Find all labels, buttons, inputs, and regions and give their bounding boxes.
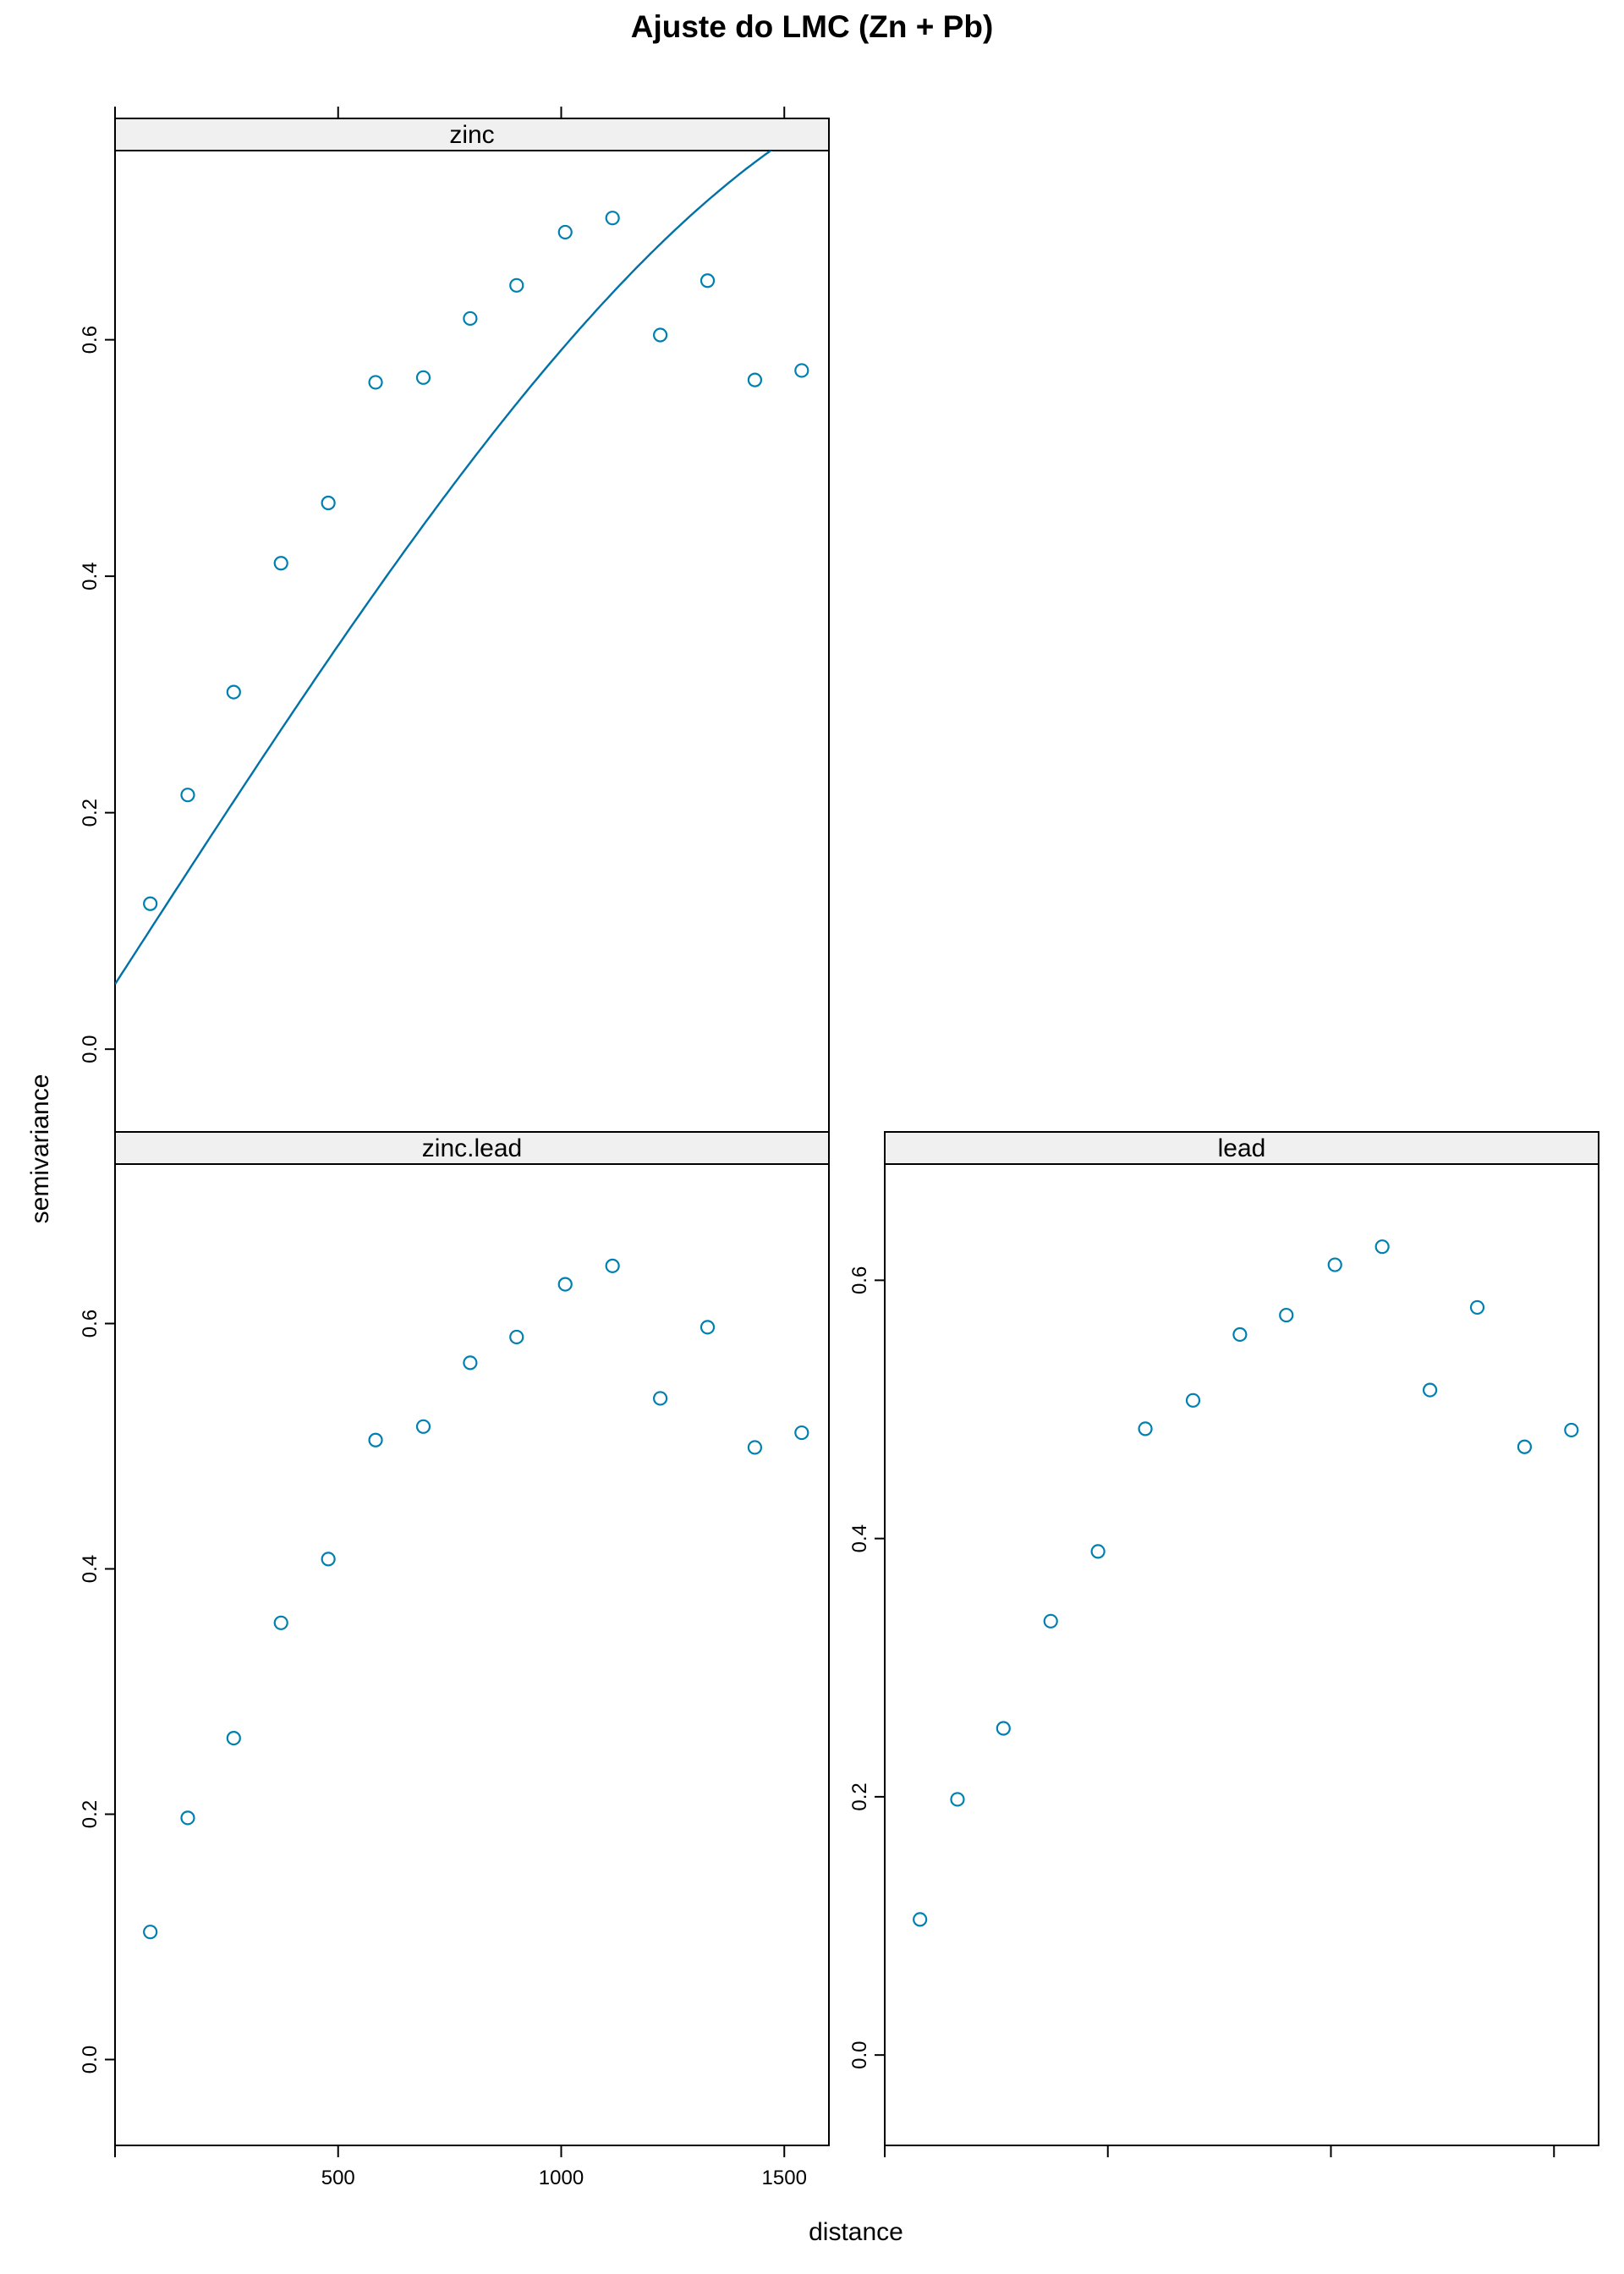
data-point [747, 372, 763, 387]
data-point [794, 1425, 809, 1441]
data-point [747, 1440, 763, 1455]
data-point [415, 1419, 431, 1434]
data-point [143, 1925, 158, 1940]
data-point [180, 788, 195, 803]
data-point [368, 375, 383, 390]
data-point [463, 1355, 478, 1370]
data-point [1423, 1382, 1438, 1398]
data-point [557, 224, 573, 240]
fit-curve [115, 151, 773, 985]
y-tick-label: 0.6 [79, 326, 102, 354]
data-point [321, 495, 336, 511]
data-point [1469, 1299, 1485, 1316]
x-tick-label: 500 [321, 2167, 355, 2189]
x-axis-label: distance [809, 2218, 903, 2246]
panel-frame [114, 150, 830, 1133]
data-point [996, 1721, 1011, 1736]
data-point [950, 1792, 965, 1807]
data-point [605, 1258, 620, 1273]
panel-frame [884, 1163, 1599, 2146]
data-point [700, 273, 716, 288]
y-tick-label: 0.6 [848, 1266, 871, 1294]
data-point [1517, 1439, 1533, 1454]
panel-lead: lead 0.0 0.2 0.4 0.6 [848, 1131, 1599, 2157]
data-point [321, 1552, 336, 1567]
data-point [1138, 1421, 1153, 1436]
y-tick-label: 0.6 [79, 1310, 102, 1337]
data-point [794, 363, 809, 378]
y-tick-label: 0.4 [79, 562, 102, 590]
x-tick-label: 1500 [762, 2167, 807, 2189]
y-tick-label: 0.2 [79, 799, 102, 827]
data-point [653, 1391, 668, 1406]
data-point [1232, 1326, 1248, 1343]
data-point [415, 370, 431, 385]
data-point [226, 684, 241, 700]
data-point [1090, 1544, 1106, 1559]
strip-label: zinc.lead [422, 1134, 522, 1162]
y-tick-label: 0.0 [848, 2041, 871, 2068]
data-point [1564, 1422, 1579, 1438]
panel-frame [114, 1163, 830, 2146]
y-tick-label: 0.4 [848, 1524, 871, 1552]
data-point [653, 327, 668, 343]
data-point [1327, 1257, 1342, 1272]
data-point [509, 1329, 524, 1345]
data-point [368, 1432, 383, 1447]
data-point [226, 1731, 241, 1746]
data-point [180, 1810, 195, 1826]
strip-label: lead [1218, 1134, 1266, 1162]
y-tick-label: 0.0 [79, 2046, 102, 2074]
strip-zinc [114, 118, 830, 151]
data-point [143, 896, 158, 911]
y-tick-label: 0.2 [848, 1782, 871, 1810]
y-axis-label: semivariance [26, 1074, 54, 1224]
panels-group: zinc 0.0 0.2 0.4 0.6 zinc.lead 0.0 0.2 0.4 0.6 500… [79, 107, 1599, 2189]
data-point [913, 1912, 928, 1927]
data-point [1279, 1307, 1294, 1323]
data-point [605, 211, 620, 226]
data-point [557, 1277, 573, 1292]
x-tick-label: 1000 [539, 2167, 584, 2189]
y-tick-label: 0.4 [79, 1555, 102, 1583]
y-tick-label: 0.0 [79, 1035, 102, 1063]
data-point [700, 1320, 716, 1335]
panel-zinc-lead: zinc.lead 0.0 0.2 0.4 0.6 500 1000 1500 [79, 1131, 830, 2189]
data-point [1374, 1239, 1390, 1255]
data-point [463, 310, 478, 327]
data-point [1185, 1392, 1201, 1408]
data-point [509, 277, 524, 293]
data-point [1043, 1613, 1058, 1629]
y-tick-label: 0.2 [79, 1800, 102, 1828]
panel-zinc: zinc 0.0 0.2 0.4 0.6 [79, 107, 830, 1133]
strip-label: zinc [449, 121, 494, 149]
data-point [273, 556, 288, 571]
chart-title: Ajuste do LMC (Zn + Pb) [631, 9, 994, 44]
data-point [273, 1615, 288, 1630]
